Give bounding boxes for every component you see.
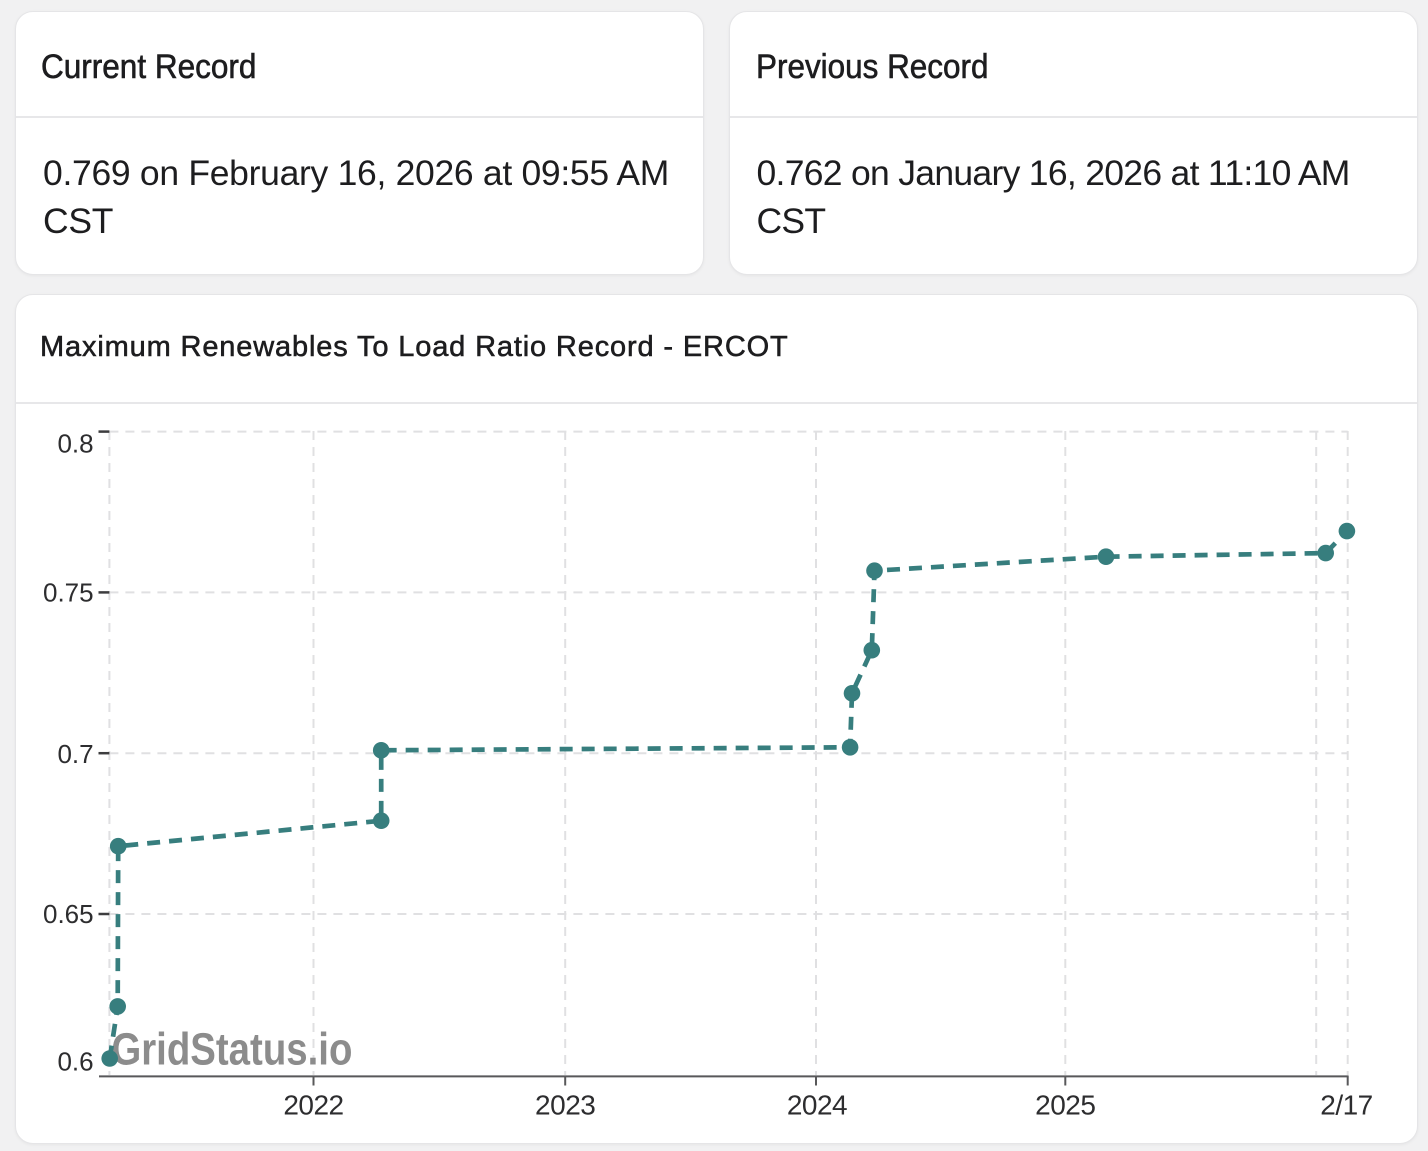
svg-text:0.8: 0.8 bbox=[57, 429, 93, 459]
svg-text:0.65: 0.65 bbox=[43, 899, 94, 929]
svg-text:2/17: 2/17 bbox=[1320, 1089, 1373, 1120]
svg-text:GridStatus.io: GridStatus.io bbox=[111, 1024, 352, 1075]
svg-text:0.6: 0.6 bbox=[57, 1047, 93, 1077]
svg-text:2025: 2025 bbox=[1035, 1089, 1095, 1120]
svg-text:0.7: 0.7 bbox=[57, 739, 93, 769]
svg-text:2024: 2024 bbox=[787, 1089, 847, 1120]
svg-text:0.75: 0.75 bbox=[43, 577, 94, 607]
svg-text:2023: 2023 bbox=[535, 1089, 595, 1120]
svg-text:2022: 2022 bbox=[283, 1089, 343, 1120]
